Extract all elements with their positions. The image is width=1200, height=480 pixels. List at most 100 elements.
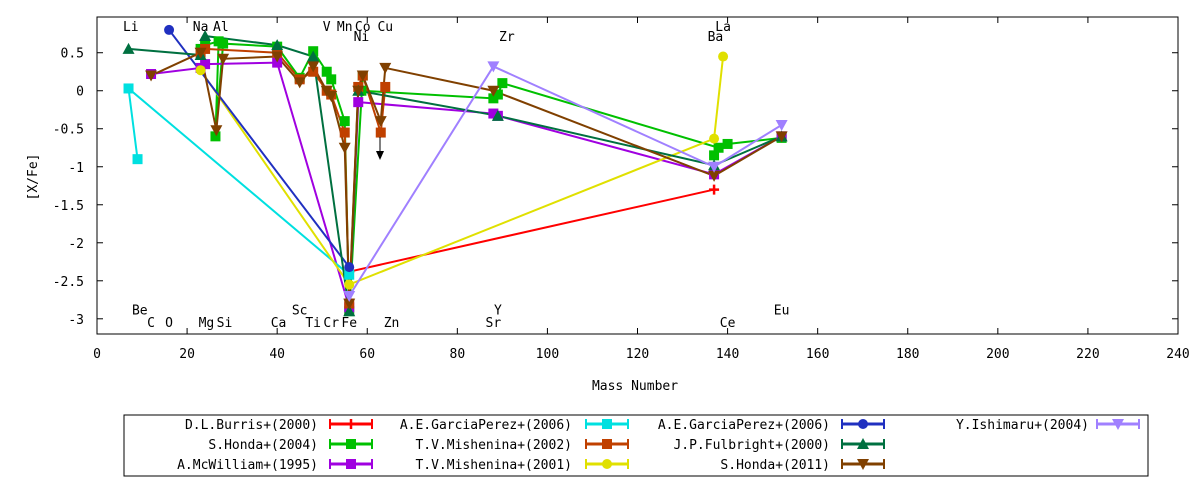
x-tick-label: 80 [450, 347, 466, 362]
y-tick-label: -3 [68, 313, 84, 328]
data-point [321, 66, 332, 77]
data-point [339, 127, 350, 138]
data-point [293, 77, 306, 89]
legend-marker [858, 419, 868, 429]
element-label: Ba [708, 30, 724, 45]
data-point [487, 61, 500, 73]
data-point [272, 57, 283, 68]
data-point [709, 133, 720, 144]
data-point [194, 47, 207, 59]
series-markers [122, 24, 788, 317]
data-point [210, 125, 223, 137]
data-point [709, 150, 720, 161]
data-point [344, 279, 355, 290]
legend-swatch-cap [329, 459, 373, 469]
data-point [132, 154, 143, 165]
plot-frame [96, 16, 1179, 335]
series-line-2 [199, 39, 782, 312]
data-point [338, 142, 351, 154]
element-label: Mn [337, 20, 353, 35]
data-point [722, 138, 733, 149]
data-point [343, 298, 356, 310]
data-point [307, 61, 320, 73]
legend-swatch-cap [329, 439, 373, 449]
legend-label: T.V.Mishenina+(2002) [415, 438, 572, 453]
axis-ticks: 0 20 40 60 80 100 120 140 160 180 200 220 240 0.5 0 -0.… [53, 17, 1190, 362]
data-point [217, 53, 230, 65]
element-label: Y [494, 304, 502, 319]
data-point [344, 262, 355, 273]
legend-swatch-cap [585, 459, 629, 469]
element-label: Sc [292, 304, 308, 319]
data-point [325, 91, 338, 103]
element-label: Zn [384, 316, 400, 331]
legend-marker [602, 459, 612, 469]
data-point [344, 269, 355, 280]
y-tick-label: -2.5 [53, 275, 84, 290]
data-point [307, 50, 320, 62]
plot-border [96, 16, 1179, 335]
element-label: Ce [720, 316, 736, 331]
y-tick-label: 0 [76, 85, 84, 100]
data-point [200, 59, 211, 70]
data-point [326, 74, 337, 85]
x-tick-label: 140 [716, 347, 739, 362]
element-label: C [147, 316, 155, 331]
legend-label: Y.Ishimaru+(2004) [956, 418, 1089, 433]
data-point [487, 85, 500, 97]
data-point [497, 78, 508, 89]
data-point [352, 85, 365, 97]
data-point [343, 290, 356, 302]
legend-marker [857, 459, 869, 470]
legend-swatch-cap [841, 439, 885, 449]
element-label: Cr [323, 316, 339, 331]
data-point [195, 65, 206, 76]
element-label: V [323, 20, 331, 35]
legend-marker [346, 459, 356, 469]
data-point [379, 62, 392, 74]
series-line-9 [150, 51, 783, 304]
x-tick-label: 60 [359, 347, 375, 362]
x-tick-label: 180 [896, 347, 919, 362]
x-tick-label: 40 [269, 347, 285, 362]
data-point [709, 184, 720, 195]
data-point [339, 116, 350, 127]
y-tick-label: -2 [68, 237, 84, 252]
series-lines [127, 29, 783, 312]
data-point [199, 30, 212, 42]
legend-label: D.L.Burris+(2000) [185, 418, 318, 433]
series-line-3 [150, 61, 783, 308]
legend-swatch-cap [585, 439, 629, 449]
data-point [713, 142, 724, 153]
legend-swatch-cap [585, 419, 629, 429]
data-point [271, 51, 284, 63]
data-point [374, 116, 387, 128]
legend-marker [1112, 419, 1124, 430]
legend-label: S.Honda+(2011) [720, 458, 830, 473]
data-point [775, 131, 788, 143]
data-point [271, 39, 284, 51]
data-point [164, 24, 175, 35]
data-point [708, 161, 721, 173]
legend-box [123, 414, 1149, 477]
data-point [375, 127, 386, 138]
data-point [145, 70, 158, 82]
legend-marker [602, 419, 612, 429]
x-tick-label: 160 [806, 347, 829, 362]
legend-swatch-cap [329, 419, 373, 429]
legend-label: J.P.Fulbright+(2000) [673, 438, 830, 453]
data-point [353, 97, 364, 108]
legend-swatch-cap [841, 459, 885, 469]
element-label: Al [213, 20, 229, 35]
legend-label: A.E.GarciaPerez+(2006) [658, 418, 830, 433]
legend-marker [346, 439, 356, 449]
legend-label: S.Honda+(2004) [208, 438, 318, 453]
element-label: Ca [271, 316, 287, 331]
legend-swatch-cap [841, 419, 885, 429]
data-point [343, 305, 356, 317]
element-label: Fe [341, 316, 357, 331]
data-point [380, 81, 391, 92]
element-label: Be [132, 304, 148, 319]
